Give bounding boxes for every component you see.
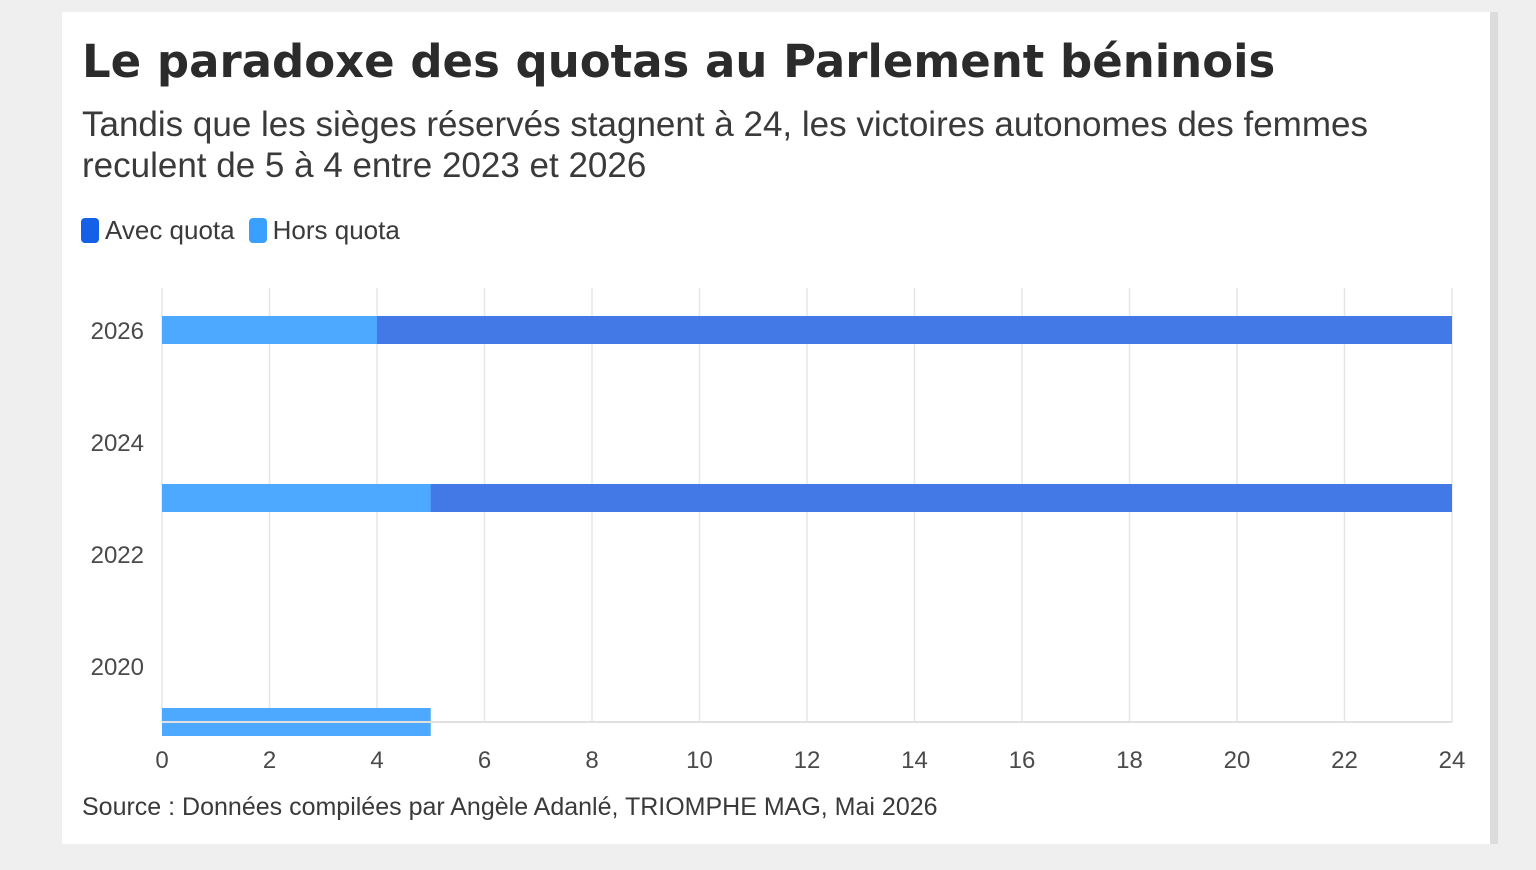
legend-label-avec-quota: Avec quota xyxy=(105,215,235,245)
legend-swatch-hors-quota xyxy=(248,218,267,243)
chart-card: Le paradoxe des quotas au Parlement béni… xyxy=(62,12,1490,844)
bar-series-1-point-2 xyxy=(162,316,377,344)
legend-item-hors-quota[interactable]: Hors quota xyxy=(248,215,400,246)
x-tick-label-2: 4 xyxy=(370,747,383,772)
y-tick-label-2: 2024 xyxy=(91,430,144,457)
x-tick-label-1: 2 xyxy=(263,747,276,772)
x-tick-label-6: 12 xyxy=(794,747,821,772)
legend-label-hors-quota: Hors quota xyxy=(272,215,400,245)
x-tick-label-0: 0 xyxy=(155,747,168,772)
source-note: Source : Données compilées par Angèle Ad… xyxy=(82,793,938,821)
legend-swatch-avec-quota xyxy=(81,218,99,243)
chart-subtitle: Tandis que les sièges réservés stagnent … xyxy=(82,105,1368,185)
x-tick-label-7: 14 xyxy=(901,747,928,772)
y-tick-label-3: 2026 xyxy=(91,318,144,345)
chart-legend: Avec quota Hors quota xyxy=(81,215,414,246)
legend-item-avec-quota[interactable]: Avec quota xyxy=(81,215,235,246)
y-tick-label-0: 2020 xyxy=(91,654,144,681)
x-tick-label-5: 10 xyxy=(686,747,713,772)
x-tick-label-12: 24 xyxy=(1439,747,1466,772)
x-tick-label-9: 18 xyxy=(1116,747,1143,772)
x-tick-label-4: 8 xyxy=(585,747,598,772)
card-edge xyxy=(1490,12,1498,844)
x-tick-label-11: 22 xyxy=(1331,747,1358,772)
x-tick-label-10: 20 xyxy=(1224,747,1251,772)
bar-series-1-point-1 xyxy=(162,484,431,512)
x-tick-label-3: 6 xyxy=(478,747,491,772)
x-tick-label-8: 16 xyxy=(1009,747,1036,772)
chart-title: Le paradoxe des quotas au Parlement béni… xyxy=(82,35,1276,88)
y-tick-label-1: 2022 xyxy=(91,542,144,569)
